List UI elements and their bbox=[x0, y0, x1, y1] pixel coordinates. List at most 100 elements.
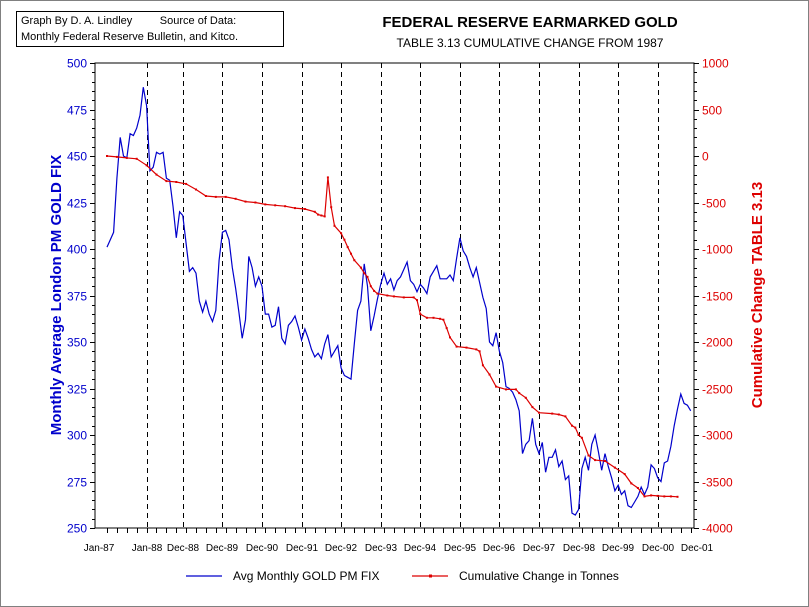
gold-price-line bbox=[106, 87, 692, 516]
cumulative-change-point bbox=[630, 482, 633, 485]
cumulative-change-point bbox=[557, 413, 560, 416]
credit-box: Graph By D. A. Lindley Source of Data: M… bbox=[16, 11, 284, 47]
x-tick-label: Dec-96 bbox=[483, 543, 516, 554]
x-tick-label: Dec-01 bbox=[681, 543, 714, 554]
cumulative-change-point bbox=[416, 299, 418, 302]
x-tick-label: Dec-90 bbox=[246, 543, 279, 554]
cumulative-change-point bbox=[369, 285, 372, 288]
cumulative-change-point bbox=[475, 348, 478, 351]
cumulative-change-point bbox=[445, 327, 448, 330]
legend-label-cumulative-change: Cumulative Change in Tonnes bbox=[459, 569, 619, 583]
cumulative-change-point bbox=[439, 317, 442, 320]
y-tick-label: 325 bbox=[67, 383, 87, 397]
x-tick-label: Dec-93 bbox=[365, 543, 398, 554]
cumulative-change-point bbox=[330, 206, 333, 209]
cumulative-change-point bbox=[323, 215, 326, 218]
cumulative-change-point bbox=[580, 436, 583, 439]
y-tick-label: 375 bbox=[67, 290, 87, 304]
cumulative-change-point bbox=[518, 392, 521, 395]
cumulative-change-point bbox=[264, 203, 267, 206]
y-tick-label: 450 bbox=[67, 150, 87, 164]
cumulative-change-point bbox=[366, 275, 369, 278]
cumulative-change-point bbox=[284, 205, 287, 208]
cumulative-change-point bbox=[402, 296, 405, 299]
cumulative-change-point bbox=[326, 176, 329, 179]
cumulative-change-point bbox=[175, 181, 178, 183]
cumulative-change-point bbox=[676, 495, 679, 498]
cumulative-change-point bbox=[185, 182, 188, 185]
cumulative-change-point bbox=[125, 156, 128, 159]
cumulative-change-point bbox=[488, 373, 491, 376]
y2-tick-label: -2000 bbox=[702, 336, 733, 350]
cumulative-change-point bbox=[386, 294, 389, 297]
credit-source-label: Source of Data: bbox=[159, 15, 237, 27]
cumulative-change-point bbox=[571, 424, 573, 427]
cumulative-change-point bbox=[594, 459, 597, 462]
y2-tick-label: -1000 bbox=[702, 243, 733, 257]
cumulative-change-point bbox=[432, 316, 435, 319]
chart-title: FEDERAL RESERVE EARMARKED GOLD bbox=[382, 14, 678, 31]
cumulative-change-point bbox=[145, 164, 148, 167]
cumulative-change-point bbox=[214, 195, 217, 198]
y2-tick-label: -4000 bbox=[702, 522, 733, 536]
cumulative-change-point bbox=[604, 460, 606, 462]
cumulative-change-point bbox=[234, 197, 237, 200]
credit-source: Monthly Federal Reserve Bulletin, and Ki… bbox=[21, 31, 239, 43]
x-tick-label: Dec-88 bbox=[167, 543, 200, 554]
cumulative-change-point bbox=[663, 495, 666, 498]
cumulative-change-point bbox=[340, 232, 343, 235]
y2-axis-title: Cumulative Change TABLE 3.13 bbox=[749, 182, 766, 408]
cumulative-change-point bbox=[481, 364, 484, 367]
x-tick-label: Jan-87 bbox=[84, 543, 115, 554]
cumulative-change-point bbox=[524, 396, 527, 399]
cumulative-change-point bbox=[531, 406, 534, 409]
y-tick-label: 425 bbox=[67, 197, 87, 211]
cumulative-change-point bbox=[359, 266, 362, 269]
cumulative-change-point bbox=[669, 495, 672, 498]
cumulative-change-point bbox=[346, 246, 349, 249]
cumulative-change-point bbox=[613, 466, 616, 469]
x-tick-label: Jan-88 bbox=[132, 543, 163, 554]
cumulative-change-point bbox=[587, 454, 590, 457]
cumulative-change-point bbox=[317, 213, 320, 216]
cumulative-change-point bbox=[115, 155, 118, 158]
y-tick-label: 350 bbox=[67, 336, 87, 350]
cumulative-change-point bbox=[412, 296, 415, 299]
y-axis-title: Monthly Average London PM GOLD FIX bbox=[48, 155, 65, 436]
y2-tick-label: 0 bbox=[702, 150, 709, 164]
cumulative-change-point bbox=[303, 208, 306, 210]
y2-tick-label: 500 bbox=[702, 104, 722, 118]
x-tick-label: Dec-89 bbox=[206, 543, 239, 554]
cumulative-change-point bbox=[564, 415, 567, 418]
y-tick-label: 250 bbox=[67, 522, 87, 536]
cumulative-change-point bbox=[363, 272, 366, 275]
cumulative-change-point bbox=[333, 224, 336, 227]
x-tick-label: Dec-00 bbox=[642, 543, 675, 554]
cumulative-change-point bbox=[574, 426, 577, 429]
cumulative-change-point bbox=[135, 157, 138, 160]
cumulative-change-point bbox=[650, 494, 653, 497]
x-tick-label: Dec-97 bbox=[523, 543, 556, 554]
cumulative-change-point bbox=[656, 494, 659, 497]
cumulative-change-point bbox=[224, 195, 227, 198]
y2-tick-label: -3500 bbox=[702, 476, 733, 490]
y2-tick-label: -1500 bbox=[702, 290, 733, 304]
cumulative-change-point bbox=[254, 201, 257, 204]
cumulative-change-point bbox=[106, 155, 108, 157]
y2-tick-label: -500 bbox=[702, 197, 726, 211]
cumulative-change-point bbox=[442, 318, 445, 321]
cumulative-change-point bbox=[350, 252, 352, 255]
y-tick-label: 300 bbox=[67, 429, 87, 443]
cumulative-change-point bbox=[623, 473, 626, 476]
cumulative-change-point bbox=[320, 214, 323, 217]
x-tick-label: Dec-99 bbox=[602, 543, 635, 554]
chart-subtitle: TABLE 3.13 CUMULATIVE CHANGE FROM 1987 bbox=[396, 36, 664, 50]
y2-tick-label: -2500 bbox=[702, 383, 733, 397]
cumulative-change-point bbox=[313, 210, 316, 213]
cumulative-change-point bbox=[449, 336, 451, 339]
x-tick-label: Dec-95 bbox=[444, 543, 477, 554]
cumulative-change-point bbox=[373, 289, 376, 292]
y2-tick-label: -3000 bbox=[702, 429, 733, 443]
cumulative-change-point bbox=[343, 238, 346, 241]
